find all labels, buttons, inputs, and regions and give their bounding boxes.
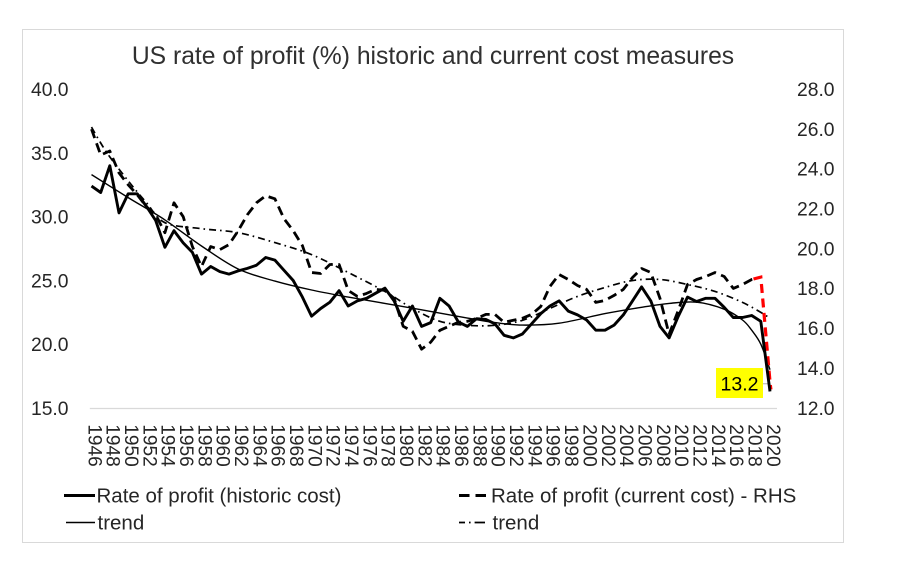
svg-text:1952: 1952 [138, 424, 159, 466]
svg-text:1976: 1976 [358, 424, 379, 466]
svg-text:1956: 1956 [175, 424, 196, 466]
svg-text:1958: 1958 [193, 424, 214, 466]
svg-text:2012: 2012 [688, 424, 709, 466]
svg-text:18.0: 18.0 [797, 279, 835, 300]
svg-text:20.0: 20.0 [31, 335, 69, 356]
svg-text:2016: 2016 [725, 424, 746, 466]
svg-text:1992: 1992 [505, 424, 526, 466]
svg-text:14.0: 14.0 [797, 359, 835, 380]
svg-text:2004: 2004 [615, 424, 636, 467]
svg-text:1960: 1960 [212, 424, 233, 466]
svg-text:15.0: 15.0 [31, 399, 69, 420]
svg-text:28.0: 28.0 [797, 80, 835, 101]
svg-text:12.0: 12.0 [797, 399, 835, 420]
svg-text:22.0: 22.0 [797, 200, 835, 221]
svg-text:2018: 2018 [744, 424, 765, 466]
svg-text:1982: 1982 [413, 424, 434, 466]
svg-text:13.2: 13.2 [721, 374, 759, 396]
svg-text:20.0: 20.0 [797, 239, 835, 260]
svg-text:2006: 2006 [633, 424, 654, 466]
svg-text:1980: 1980 [395, 424, 416, 466]
svg-text:2000: 2000 [578, 424, 599, 466]
svg-text:US rate of profit (%) historic: US rate of profit (%) historic and curre… [132, 43, 734, 70]
svg-text:1950: 1950 [120, 424, 141, 466]
svg-text:2002: 2002 [597, 424, 618, 466]
svg-text:2010: 2010 [670, 424, 691, 466]
svg-text:1964: 1964 [248, 424, 269, 467]
svg-text:2008: 2008 [652, 424, 673, 466]
svg-text:26.0: 26.0 [797, 120, 835, 141]
svg-text:24.0: 24.0 [797, 160, 835, 181]
svg-text:1966: 1966 [267, 424, 288, 466]
svg-text:1978: 1978 [377, 424, 398, 466]
svg-text:25.0: 25.0 [31, 271, 69, 292]
svg-text:1994: 1994 [523, 424, 544, 467]
svg-text:1974: 1974 [340, 424, 361, 467]
svg-text:trend: trend [98, 512, 145, 535]
svg-text:16.0: 16.0 [797, 319, 835, 340]
svg-text:Rate of profit (historic cost): Rate of profit (historic cost) [97, 485, 342, 508]
svg-text:1970: 1970 [303, 424, 324, 466]
svg-text:1946: 1946 [83, 424, 104, 466]
svg-text:1962: 1962 [230, 424, 251, 466]
svg-text:40.0: 40.0 [31, 80, 69, 101]
svg-text:1996: 1996 [542, 424, 563, 466]
svg-text:1990: 1990 [487, 424, 508, 466]
svg-text:2014: 2014 [707, 424, 728, 467]
svg-text:1972: 1972 [322, 424, 343, 466]
svg-text:1948: 1948 [102, 424, 123, 466]
svg-text:1988: 1988 [468, 424, 489, 466]
svg-text:1984: 1984 [432, 424, 453, 467]
svg-text:35.0: 35.0 [31, 144, 69, 165]
svg-text:1954: 1954 [157, 424, 178, 467]
svg-text:1968: 1968 [285, 424, 306, 466]
svg-text:1986: 1986 [450, 424, 471, 466]
svg-text:30.0: 30.0 [31, 208, 69, 229]
svg-text:trend: trend [493, 512, 540, 535]
svg-text:1998: 1998 [560, 424, 581, 466]
svg-text:2020: 2020 [762, 424, 783, 466]
svg-text:Rate of profit (current cost): Rate of profit (current cost) - RHS [491, 485, 796, 508]
